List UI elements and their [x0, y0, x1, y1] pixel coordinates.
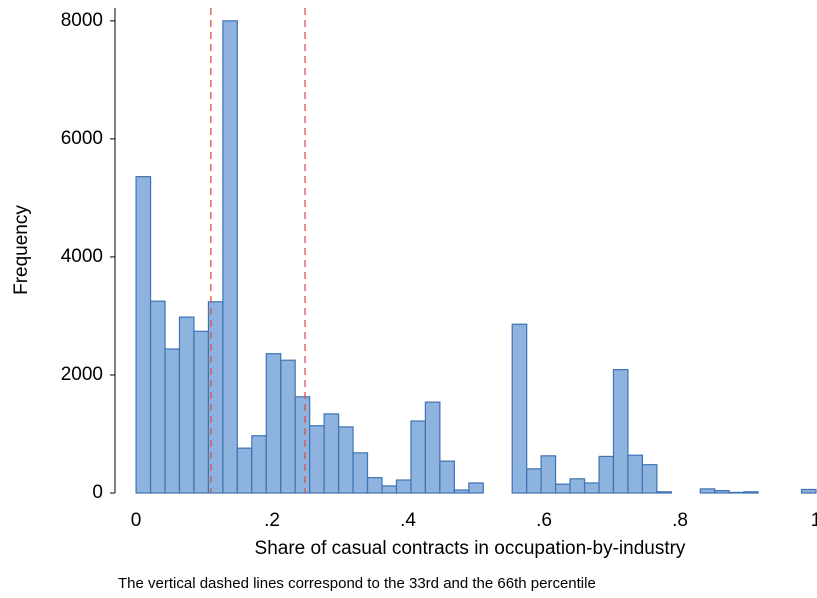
bar [135, 176, 152, 494]
bar [612, 369, 629, 494]
bar [656, 491, 672, 494]
note: The vertical dashed lines correspond to … [118, 575, 596, 592]
bar [583, 482, 600, 494]
x-tick-label: 0 [131, 510, 142, 531]
bar [728, 491, 745, 494]
bar [280, 359, 296, 494]
bar [598, 455, 615, 494]
x-tick-label: .8 [672, 510, 688, 531]
bar [149, 300, 166, 494]
bar [743, 491, 759, 494]
bar [294, 396, 311, 494]
y-tick-label: 6000 [61, 128, 103, 149]
bar [178, 316, 195, 494]
bar [439, 460, 455, 494]
bar [424, 401, 441, 494]
bar [222, 20, 238, 494]
bar [381, 485, 398, 494]
x-tick-label: .4 [400, 510, 416, 531]
bar [511, 323, 528, 494]
bar [468, 482, 484, 494]
y-tick-label: 2000 [61, 364, 103, 385]
bar [453, 489, 470, 494]
bar [627, 454, 644, 494]
bar [352, 452, 369, 494]
bar [699, 488, 716, 494]
bar [309, 425, 325, 494]
x-tick-label: 1 [811, 510, 817, 531]
bar [714, 490, 730, 494]
bar [540, 455, 557, 494]
bar [323, 413, 340, 494]
bar [641, 464, 658, 494]
y-tick-label: 0 [92, 482, 103, 503]
bar [410, 420, 426, 494]
y-axis-label: Frequency [11, 205, 32, 295]
bar [800, 488, 817, 494]
bar [526, 468, 542, 494]
bar [193, 330, 210, 494]
bar [164, 348, 181, 494]
x-tick-label: .2 [264, 510, 280, 531]
x-tick-label: .6 [536, 510, 552, 531]
bar [366, 477, 383, 494]
bar [569, 478, 586, 494]
x-axis-label: Share of casual contracts in occupation-… [255, 538, 686, 559]
bar [236, 447, 253, 494]
bar [251, 435, 267, 494]
bar [338, 426, 354, 494]
y-tick-label: 8000 [61, 10, 103, 31]
y-tick-label: 4000 [61, 246, 103, 267]
bar [265, 353, 282, 494]
bar [554, 483, 571, 494]
bar [395, 479, 412, 494]
